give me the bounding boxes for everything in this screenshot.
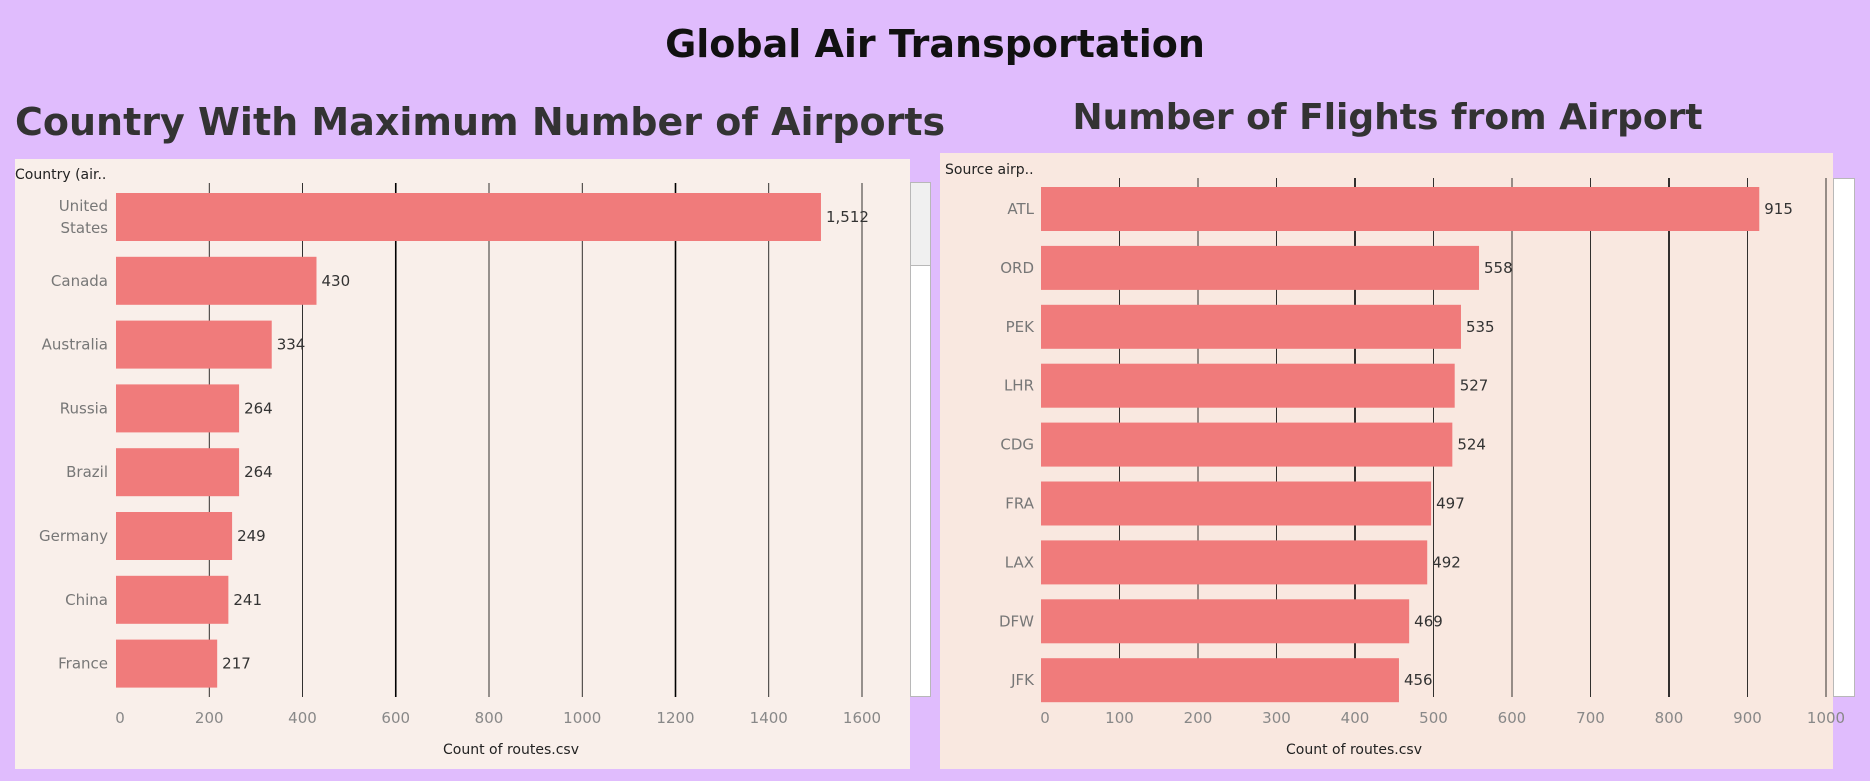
country-bar-4 bbox=[116, 448, 240, 497]
airport-value-label-1: 558 bbox=[1484, 259, 1513, 277]
airport-category-label-0: ATL bbox=[1007, 200, 1034, 218]
country-category-label-5: Germany bbox=[39, 527, 108, 545]
airport-value-label-6: 492 bbox=[1432, 553, 1461, 571]
country-tick-label-1600: 1600 bbox=[843, 709, 881, 727]
airport-bar-7 bbox=[1041, 599, 1410, 644]
airport-bar-5 bbox=[1041, 481, 1432, 526]
airport-category-label-4: CDG bbox=[1000, 436, 1034, 454]
country-value-label-6: 241 bbox=[233, 591, 262, 609]
country-value-label-1: 430 bbox=[321, 272, 350, 290]
airport-bar-6 bbox=[1041, 540, 1428, 585]
country-category-label-7: France bbox=[58, 655, 108, 673]
airport-category-label-1: ORD bbox=[1000, 259, 1034, 277]
airport-value-label-0: 915 bbox=[1764, 200, 1793, 218]
country-tick-label-1400: 1400 bbox=[750, 709, 788, 727]
country-bar-6 bbox=[116, 575, 229, 624]
country-category-label-6: China bbox=[65, 591, 108, 609]
country-category-label-1: Canada bbox=[51, 272, 108, 290]
country-tick-label-400: 400 bbox=[288, 709, 317, 727]
country-tick-label-800: 800 bbox=[475, 709, 504, 727]
airport-category-label-5: FRA bbox=[1005, 495, 1034, 513]
country-category-label-3: Russia bbox=[60, 399, 108, 417]
country-bar-2 bbox=[116, 320, 272, 369]
airport-tick-label-100: 100 bbox=[1105, 709, 1134, 727]
country-tick-label-0: 0 bbox=[115, 709, 125, 727]
country-tick-label-600: 600 bbox=[381, 709, 410, 727]
airport-value-label-4: 524 bbox=[1457, 436, 1486, 454]
airport-category-label-2: PEK bbox=[1006, 318, 1036, 336]
airport-bar-8 bbox=[1041, 658, 1399, 703]
airport-tick-label-600: 600 bbox=[1498, 709, 1527, 727]
country-value-label-0: 1,512 bbox=[826, 208, 869, 226]
country-tick-label-1200: 1200 bbox=[656, 709, 694, 727]
airport-tick-label-200: 200 bbox=[1184, 709, 1213, 727]
country-category-label-2: Australia bbox=[42, 336, 108, 354]
airport-bar-4 bbox=[1041, 422, 1453, 467]
country-category-label-0-1: States bbox=[60, 219, 108, 237]
airport-row-header: Source airp.. bbox=[945, 162, 1034, 178]
airport-value-label-5: 497 bbox=[1436, 495, 1465, 513]
airport-tick-label-900: 900 bbox=[1733, 709, 1762, 727]
country-tick-label-1000: 1000 bbox=[563, 709, 601, 727]
country-value-label-3: 264 bbox=[244, 399, 273, 417]
airport-category-label-6: LAX bbox=[1005, 553, 1034, 571]
country-category-label-0-0: United bbox=[59, 197, 108, 215]
airport-category-label-8: JFK bbox=[1010, 671, 1035, 689]
airport-tick-label-300: 300 bbox=[1262, 709, 1291, 727]
country-value-label-5: 249 bbox=[237, 527, 266, 545]
airport-tick-label-400: 400 bbox=[1341, 709, 1370, 727]
country-bar-7 bbox=[116, 639, 218, 688]
airport-bar-3 bbox=[1041, 363, 1455, 408]
country-tick-label-200: 200 bbox=[195, 709, 224, 727]
airport-tick-label-700: 700 bbox=[1576, 709, 1605, 727]
airport-category-label-3: LHR bbox=[1004, 377, 1034, 395]
country-x-axis-title: Count of routes.csv bbox=[443, 742, 579, 758]
right-chart-scrollbar[interactable] bbox=[1833, 178, 1855, 697]
country-value-label-7: 217 bbox=[222, 655, 251, 673]
airport-category-label-7: DFW bbox=[999, 612, 1034, 630]
airport-bar-1 bbox=[1041, 245, 1480, 290]
country-bar-1 bbox=[116, 256, 317, 305]
airport-value-label-8: 456 bbox=[1404, 671, 1433, 689]
airport-value-label-7: 469 bbox=[1414, 612, 1443, 630]
country-value-label-4: 264 bbox=[244, 463, 273, 481]
airport-value-label-3: 527 bbox=[1460, 377, 1489, 395]
airport-bar-0 bbox=[1041, 187, 1760, 231]
country-category-label-4: Brazil bbox=[66, 463, 108, 481]
left-chart-scrollbar[interactable] bbox=[910, 182, 931, 697]
dashboard-title: Global Air Transportation bbox=[665, 22, 1205, 66]
airport-value-label-2: 535 bbox=[1466, 318, 1495, 336]
airport-tick-label-0: 0 bbox=[1040, 709, 1050, 727]
left-scrollbar-thumb[interactable] bbox=[911, 183, 930, 266]
country-bar-0 bbox=[116, 193, 821, 241]
airport-x-axis-title: Count of routes.csv bbox=[1286, 742, 1422, 758]
country-bar-5 bbox=[116, 512, 233, 560]
airport-tick-label-500: 500 bbox=[1419, 709, 1448, 727]
country-value-label-2: 334 bbox=[277, 336, 306, 354]
airport-bar-2 bbox=[1041, 304, 1461, 349]
left-chart-title: Country With Maximum Number of Airports bbox=[15, 100, 946, 144]
airport-tick-label-1000: 1000 bbox=[1807, 709, 1845, 727]
airport-tick-label-800: 800 bbox=[1655, 709, 1684, 727]
right-chart-title: Number of Flights from Airport bbox=[1072, 97, 1703, 138]
country-row-header: Country (air.. bbox=[15, 167, 106, 183]
country-bar-3 bbox=[116, 384, 240, 433]
